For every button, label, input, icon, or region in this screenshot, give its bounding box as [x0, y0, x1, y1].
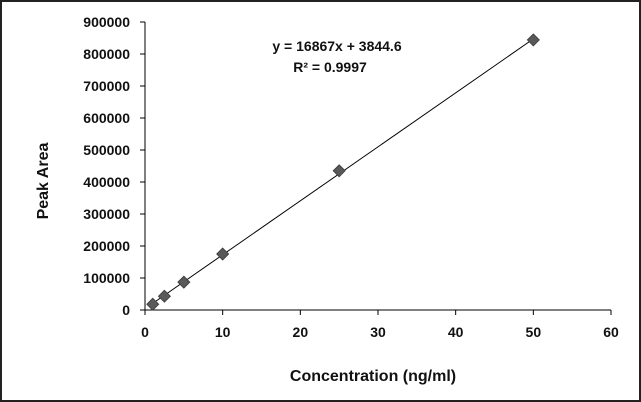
- r2-label: R² = 0.9997: [293, 59, 367, 75]
- data-point: [216, 247, 230, 261]
- x-tick-label: 10: [215, 324, 231, 340]
- y-axis-title: Peak Area: [35, 143, 52, 220]
- data-point: [157, 289, 171, 303]
- data-points: [146, 33, 540, 311]
- x-tick-label: 30: [370, 324, 386, 340]
- y-tick-label: 100000: [83, 270, 130, 286]
- y-tick-label: 400000: [83, 174, 130, 190]
- x-tick-label: 60: [603, 324, 619, 340]
- y-tick-label: 0: [122, 302, 130, 318]
- y-tick-label: 500000: [83, 142, 130, 158]
- equation-label: y = 16867x + 3844.6: [272, 38, 401, 54]
- x-tick-label: 50: [526, 324, 542, 340]
- data-point: [177, 275, 191, 289]
- x-axis-title: Concentration (ng/ml): [290, 368, 456, 385]
- x-tick-label: 20: [293, 324, 309, 340]
- x-tick-group: 0 10 20 30 40 50 60: [141, 310, 619, 340]
- y-tick-label: 300000: [83, 206, 130, 222]
- y-tick-label: 600000: [83, 110, 130, 126]
- y-tick-group: 0 100000 200000 300000 400000 500000 600000 700…: [83, 14, 145, 318]
- y-tick-label: 700000: [83, 78, 130, 94]
- y-tick-label: 900000: [83, 14, 130, 30]
- data-point: [332, 164, 346, 178]
- data-point: [146, 297, 160, 311]
- x-tick-label: 0: [141, 324, 149, 340]
- x-tick-label: 40: [448, 324, 464, 340]
- y-tick-label: 800000: [83, 46, 130, 62]
- y-tick-label: 200000: [83, 238, 130, 254]
- axes: [144, 22, 611, 311]
- data-point: [526, 33, 540, 47]
